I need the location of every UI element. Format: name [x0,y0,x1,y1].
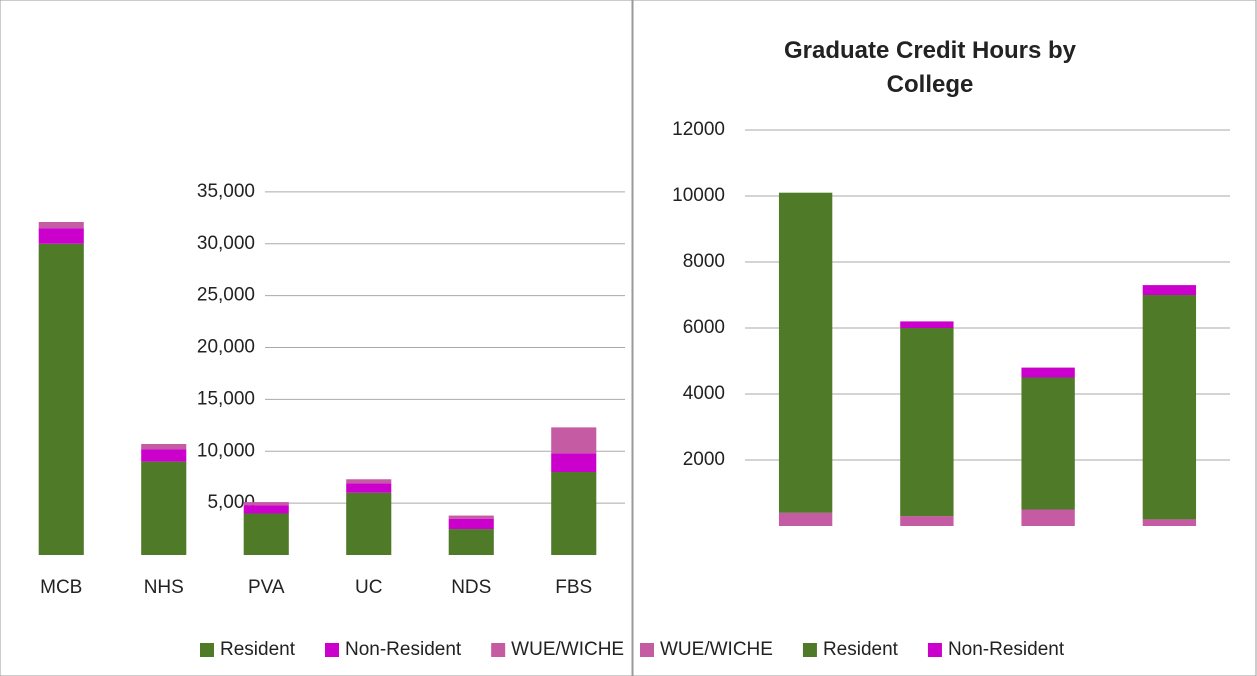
bar-segment [141,461,187,555]
y-tick-label: 25,000 [197,285,255,306]
legend-swatch [802,643,817,657]
y-tick-label: 8000 [683,251,725,272]
bar-segment [778,192,833,513]
bar-segment [448,515,494,519]
x-tick-label: NHS [144,577,184,598]
y-tick-label: 12000 [672,119,725,140]
x-tick-label: MCB [40,577,82,598]
bar-segment [346,483,392,493]
bar-segment [778,512,833,526]
bar-segment [141,449,187,462]
bar-segment [448,529,494,555]
y-tick-label: 5,000 [207,492,255,513]
y-tick-label: 10000 [672,185,725,206]
bar-segment [38,243,84,555]
legend-swatch [200,643,214,657]
x-tick-label: UC [355,577,382,598]
y-tick-label: 10,000 [197,440,255,461]
legend-label: WUE/WICHE [660,639,773,660]
y-tick-label: 20,000 [197,337,255,358]
bar-segment [551,427,597,454]
x-tick-label: FBS [555,577,592,598]
bar-segment [346,479,392,484]
bar-segment [243,513,289,555]
bar-segment [900,328,954,517]
bar-segment [551,453,597,472]
legend-label: Non-Resident [948,639,1065,660]
legend-label: Resident [220,639,296,660]
legend-swatch [927,643,942,657]
legend-label: Resident [823,639,899,660]
legend-label: Non-Resident [345,639,462,660]
bar-segment [346,492,392,555]
left-panel [0,0,633,676]
bar-segment [1142,285,1197,295]
x-tick-label: NDS [451,577,491,598]
y-tick-label: 15,000 [197,388,255,409]
y-tick-label: 2000 [683,449,725,470]
legend-swatch [640,643,654,657]
y-tick-label: 35,000 [197,181,255,202]
legend-swatch [325,643,339,657]
bar-segment [38,228,84,244]
bar-segment [900,516,954,526]
bar-segment [243,502,289,506]
y-tick-label: 30,000 [197,233,255,254]
bar-segment [900,321,954,328]
bar-segment [1142,295,1197,520]
bar-segment [551,472,597,555]
legend-swatch [491,643,506,657]
bar-segment [141,443,187,450]
bar-segment [448,518,494,530]
bar-segment [1021,377,1075,510]
x-tick-label: PVA [248,577,285,598]
legend-label: WUE/WICHE [511,639,624,660]
bar-segment [1021,367,1075,378]
y-tick-label: 4000 [683,383,725,404]
bar-segment [1142,519,1197,526]
bar-segment [38,221,84,229]
bar-segment [243,505,289,514]
y-tick-label: 6000 [683,317,725,338]
bar-segment [1021,509,1075,526]
chart-title: Graduate Credit Hours by College [783,37,1077,98]
